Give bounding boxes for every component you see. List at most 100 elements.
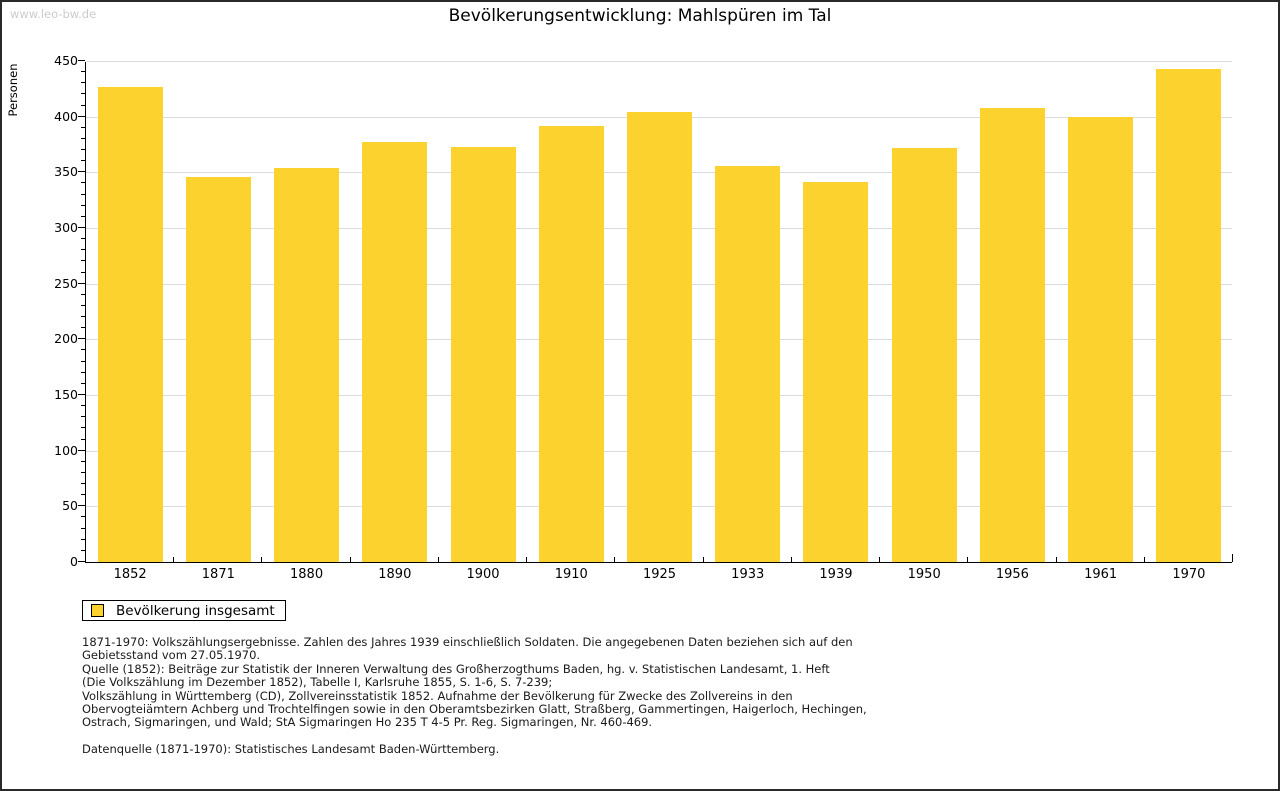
bar-1871 — [185, 176, 251, 562]
plot-area: 0 50 100 150 200 250 300 350 400 450 1852 1871 1880 1… — [54, 54, 1233, 582]
y-axis-tick — [81, 293, 85, 295]
y-axis-tick — [81, 438, 85, 440]
y-axis-tick — [81, 416, 85, 418]
x-axis-tick — [173, 557, 175, 562]
y-axis-tick-label-400: 400 — [54, 108, 78, 124]
x-axis-label-1970: 1970 — [1172, 567, 1206, 582]
note-line: Ostrach, Sigmaringen, und Wald; StA Sigm… — [82, 715, 653, 730]
x-axis-tick — [1232, 554, 1233, 562]
y-axis-tick — [78, 505, 85, 507]
y-axis-tick — [81, 137, 85, 139]
datasource-line: Datenquelle (1871-1970): Statistisches L… — [82, 741, 500, 756]
x-axis-label-1890: 1890 — [378, 567, 412, 582]
y-axis-tick — [81, 304, 85, 306]
bar-1970 — [1156, 68, 1222, 562]
yellow-square-swatch-icon — [91, 604, 104, 617]
y-axis-tick — [81, 71, 85, 73]
note-line: Gebietsstand vom 27.05.1970. — [82, 648, 261, 663]
bar-1933 — [715, 165, 781, 562]
x-axis-label-1950: 1950 — [907, 567, 941, 582]
y-axis-tick — [81, 349, 85, 351]
y-axis-tick — [81, 360, 85, 362]
x-axis-label-1900: 1900 — [466, 567, 500, 582]
source-notes: 1871-1970: Volkszählungsergebnisse. Zahl… — [82, 635, 1202, 756]
y-axis-tick — [78, 394, 85, 395]
y-axis-tick — [81, 527, 85, 529]
y-axis-tick — [81, 215, 85, 217]
y-axis-tick — [81, 460, 85, 462]
chart-title: Bevölkerungsentwicklung: Mahlspüren im T… — [448, 6, 832, 26]
gridline-450 — [86, 61, 1232, 62]
y-axis-tick — [81, 516, 85, 518]
x-axis-tick — [526, 557, 528, 562]
y-axis-tick-label-50: 50 — [62, 498, 78, 514]
y-axis-tick — [81, 193, 85, 195]
y-axis-tick — [81, 260, 85, 262]
x-axis-tick — [437, 557, 439, 562]
y-axis-tick — [81, 316, 85, 318]
note-line: Quelle (1852): Beiträge zur Statistik de… — [82, 661, 830, 676]
notes-block: 1871-1970: Volkszählungsergebnisse. Zahl… — [82, 635, 1202, 730]
y-axis-tick — [81, 249, 85, 251]
bar-1925 — [627, 112, 692, 562]
x-axis-tick — [879, 557, 881, 562]
bar-1956 — [979, 107, 1045, 562]
x-axis-tick — [1143, 557, 1145, 562]
bar-1950 — [891, 147, 957, 562]
note-line: Volkszählung in Württemberg (CD), Zollve… — [82, 688, 793, 703]
y-axis-tick — [81, 494, 85, 496]
bar-1900 — [450, 146, 516, 562]
x-axis-tick — [614, 557, 616, 562]
y-axis-tick — [81, 93, 85, 95]
note-line: 1871-1970: Volkszählungsergebnisse. Zahl… — [82, 635, 853, 649]
legend-label: Bevölkerung insgesamt — [116, 602, 275, 619]
x-axis-label-1956: 1956 — [995, 567, 1029, 582]
y-axis-tick-label-150: 150 — [54, 387, 78, 402]
x-axis-label-1910: 1910 — [554, 567, 588, 582]
x-axis-tick — [1055, 557, 1057, 562]
leo-bw-watermark: www.leo-bw.de — [10, 7, 97, 21]
y-axis-tick-label-250: 250 — [54, 275, 78, 291]
y-axis-tick-label-450: 450 — [54, 53, 78, 68]
y-axis-tick — [81, 538, 85, 540]
y-axis-tick — [81, 182, 85, 184]
y-axis-tick — [81, 149, 85, 151]
y-axis-title: Personen — [6, 63, 20, 117]
y-axis-tick — [81, 483, 85, 485]
y-axis-tick-label-350: 350 — [54, 164, 78, 180]
y-axis-tick — [78, 282, 85, 284]
y-axis-tick-label-200: 200 — [54, 331, 78, 347]
y-axis-tick — [81, 405, 85, 407]
bar-1890 — [362, 142, 428, 562]
y-axis-tick — [81, 271, 85, 273]
y-axis-tick-label-0: 0 — [70, 554, 78, 569]
x-axis-label-1871: 1871 — [201, 567, 235, 582]
bar-1852 — [97, 86, 163, 562]
y-axis-tick — [81, 126, 85, 128]
x-axis-label-1961: 1961 — [1084, 567, 1118, 582]
y-axis-tick — [78, 171, 85, 173]
y-axis-tick — [78, 60, 85, 61]
y-axis-tick — [81, 104, 85, 106]
x-axis-label-1880: 1880 — [290, 567, 324, 582]
y-axis-tick — [78, 561, 85, 562]
y-axis-tick-label-300: 300 — [54, 220, 78, 235]
y-axis-tick — [81, 238, 85, 240]
y-axis-tick — [81, 82, 85, 84]
x-axis-tick — [349, 557, 351, 562]
y-axis-tick — [81, 471, 85, 473]
x-axis-tick — [790, 557, 792, 562]
bar-1939 — [803, 182, 869, 562]
x-axis-label-1933: 1933 — [731, 567, 765, 582]
y-axis-tick — [81, 427, 85, 429]
y-axis-tick — [81, 327, 85, 329]
y-axis-tick-label-100: 100 — [54, 442, 78, 458]
y-axis-tick — [81, 549, 85, 551]
y-axis-tick — [81, 204, 85, 206]
y-axis-tick — [81, 371, 85, 373]
y-axis-tick — [78, 338, 85, 340]
y-axis-tick — [78, 449, 85, 451]
x-axis-tick — [967, 557, 969, 562]
legend: Bevölkerung insgesamt — [82, 600, 286, 621]
